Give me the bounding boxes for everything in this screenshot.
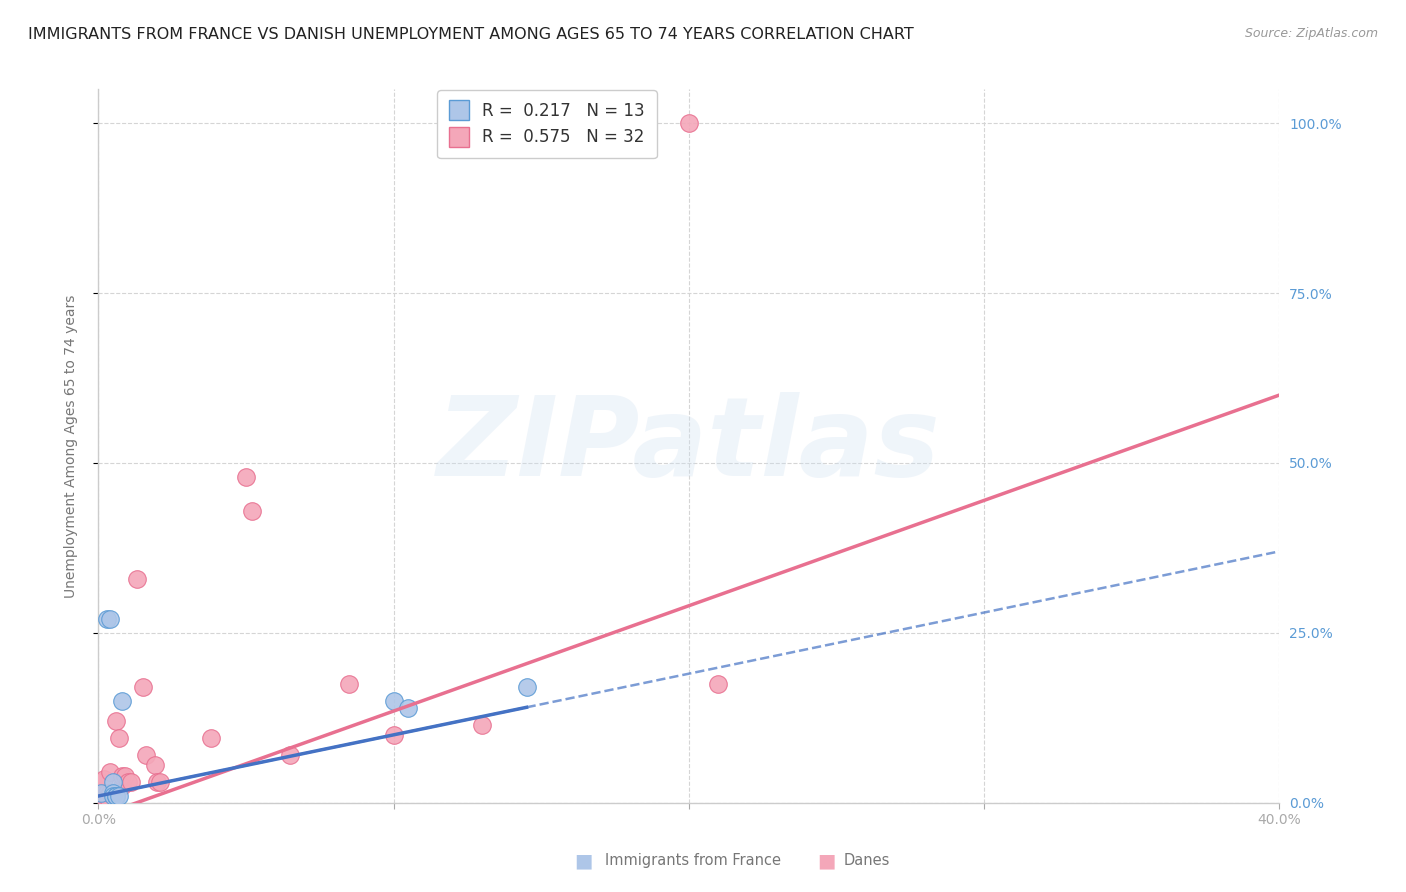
Point — [382, 728, 405, 742]
Text: Immigrants from France: Immigrants from France — [605, 854, 780, 868]
Point — [105, 789, 128, 803]
Point — [200, 731, 222, 746]
Point — [396, 700, 419, 714]
Point — [471, 717, 494, 731]
Point — [90, 786, 112, 800]
Point — [105, 714, 128, 729]
Point — [114, 769, 136, 783]
Point — [90, 775, 112, 789]
Text: Danes: Danes — [844, 854, 890, 868]
Point — [146, 775, 169, 789]
Point — [111, 779, 134, 793]
Point — [515, 680, 537, 694]
Point — [96, 790, 118, 805]
Point — [108, 731, 131, 746]
Point — [117, 775, 139, 789]
Legend: R =  0.217   N = 13, R =  0.575   N = 32: R = 0.217 N = 13, R = 0.575 N = 32 — [437, 90, 657, 158]
Point — [103, 775, 125, 789]
Y-axis label: Unemployment Among Ages 65 to 74 years: Unemployment Among Ages 65 to 74 years — [63, 294, 77, 598]
Point — [240, 503, 263, 517]
Point — [103, 786, 125, 800]
Point — [90, 786, 112, 800]
Point — [132, 680, 155, 694]
Point — [143, 758, 166, 772]
Text: IMMIGRANTS FROM FRANCE VS DANISH UNEMPLOYMENT AMONG AGES 65 TO 74 YEARS CORRELAT: IMMIGRANTS FROM FRANCE VS DANISH UNEMPLO… — [28, 27, 914, 42]
Point — [678, 116, 700, 130]
Point — [149, 775, 172, 789]
Point — [96, 786, 118, 800]
Point — [103, 789, 125, 803]
Point — [707, 677, 730, 691]
Point — [98, 786, 121, 800]
Point — [96, 612, 118, 626]
Point — [235, 469, 257, 483]
Point — [278, 748, 302, 763]
Text: Source: ZipAtlas.com: Source: ZipAtlas.com — [1244, 27, 1378, 40]
Point — [103, 786, 125, 800]
Point — [93, 790, 115, 805]
Point — [105, 789, 128, 803]
Point — [125, 572, 148, 586]
Text: ZIPatlas: ZIPatlas — [437, 392, 941, 500]
Point — [93, 786, 115, 800]
Text: ■: ■ — [817, 851, 837, 871]
Point — [93, 772, 115, 786]
Point — [98, 765, 121, 780]
Text: ■: ■ — [574, 851, 593, 871]
Point — [120, 775, 142, 789]
Point — [108, 789, 131, 803]
Point — [111, 769, 134, 783]
Point — [98, 612, 121, 626]
Point — [111, 694, 134, 708]
Point — [135, 748, 157, 763]
Point — [339, 677, 360, 691]
Point — [382, 694, 405, 708]
